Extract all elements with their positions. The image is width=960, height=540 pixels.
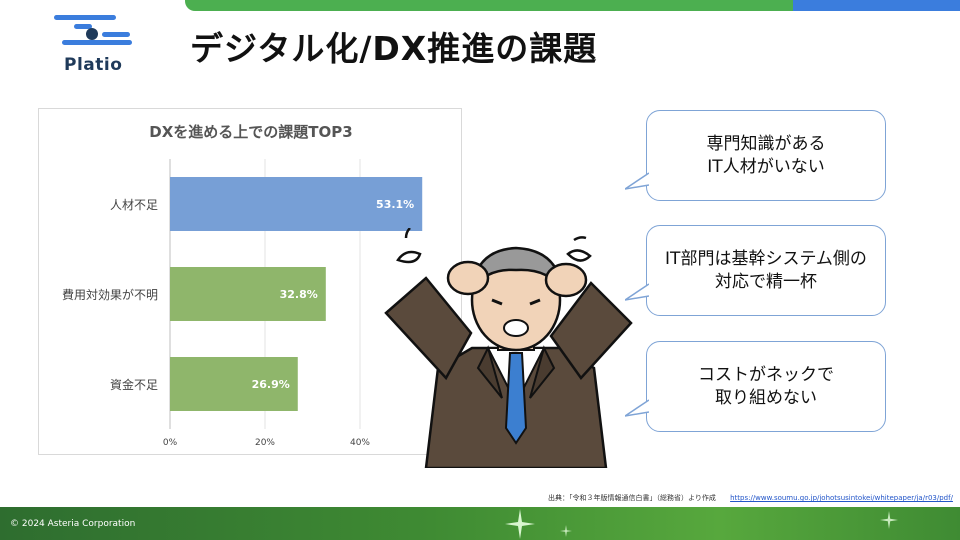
x-tick-label: 40% (350, 438, 370, 448)
speech-bubble-2: IT部門は基幹システム側の 対応で精一杯 (625, 225, 886, 316)
chart-title: DXを進める上での課題TOP3 (149, 123, 353, 141)
sparkle-icon (505, 509, 535, 539)
category-label: 費用対効果が不明 (62, 287, 158, 302)
speech-bubble-text: 専門知識がある IT人材がいない (706, 133, 826, 177)
bar (170, 267, 326, 321)
top-accent-bar-green (185, 0, 793, 11)
top-accent-bar-blue (793, 0, 960, 11)
bar (170, 357, 298, 411)
bar-chart: 0% 20% 40% 人材不足 53.1% 費用対効果が不明 32.8% 資金不足 26.9% (62, 159, 423, 448)
worried-businessman-illustration (384, 228, 633, 468)
sparkle-icon (880, 511, 898, 529)
chart-container: DXを進める上での課題TOP3 0% 20% 40% 人材不足 53.1% 費用対効果が不… (38, 108, 462, 455)
logo-text: Platio (64, 55, 123, 75)
value-label: 26.9% (252, 378, 290, 391)
category-label: 資金不足 (110, 377, 158, 392)
page-title: デジタル化/DX推進の課題 (190, 29, 598, 68)
source-link[interactable]: https://www.soumu.go.jp/johotsusintokei/… (730, 494, 953, 502)
category-label: 人材不足 (110, 198, 158, 212)
speech-bubble-text: IT部門は基幹システム側の 対応で精一杯 (665, 248, 867, 292)
speech-bubble-1: 専門知識がある IT人材がいない (625, 110, 886, 201)
bubble-tail-icon (625, 399, 649, 417)
source-citation: 出典：「令和３年版情報通信白書」（総務省）より作成 https://www.so… (548, 493, 953, 503)
bar (170, 177, 423, 231)
source-text: 出典：「令和３年版情報通信白書」（総務省）より作成 (548, 494, 716, 502)
platio-logo-icon (54, 15, 132, 45)
copyright-text: © 2024 Asteria Corporation (10, 519, 136, 529)
sparkle-icon (560, 525, 572, 537)
speech-bubble-3: コストがネックで 取り組めない (625, 341, 886, 432)
x-tick-label: 0% (163, 438, 178, 448)
bubble-tail-icon (625, 283, 649, 301)
speech-bubble-text: コストがネックで 取り組めない (698, 364, 834, 408)
bubble-tail-icon (625, 172, 649, 190)
value-label: 32.8% (280, 288, 318, 301)
x-tick-label: 20% (255, 438, 275, 448)
footer-bar: © 2024 Asteria Corporation (0, 507, 960, 540)
value-label: 53.1% (376, 198, 414, 211)
